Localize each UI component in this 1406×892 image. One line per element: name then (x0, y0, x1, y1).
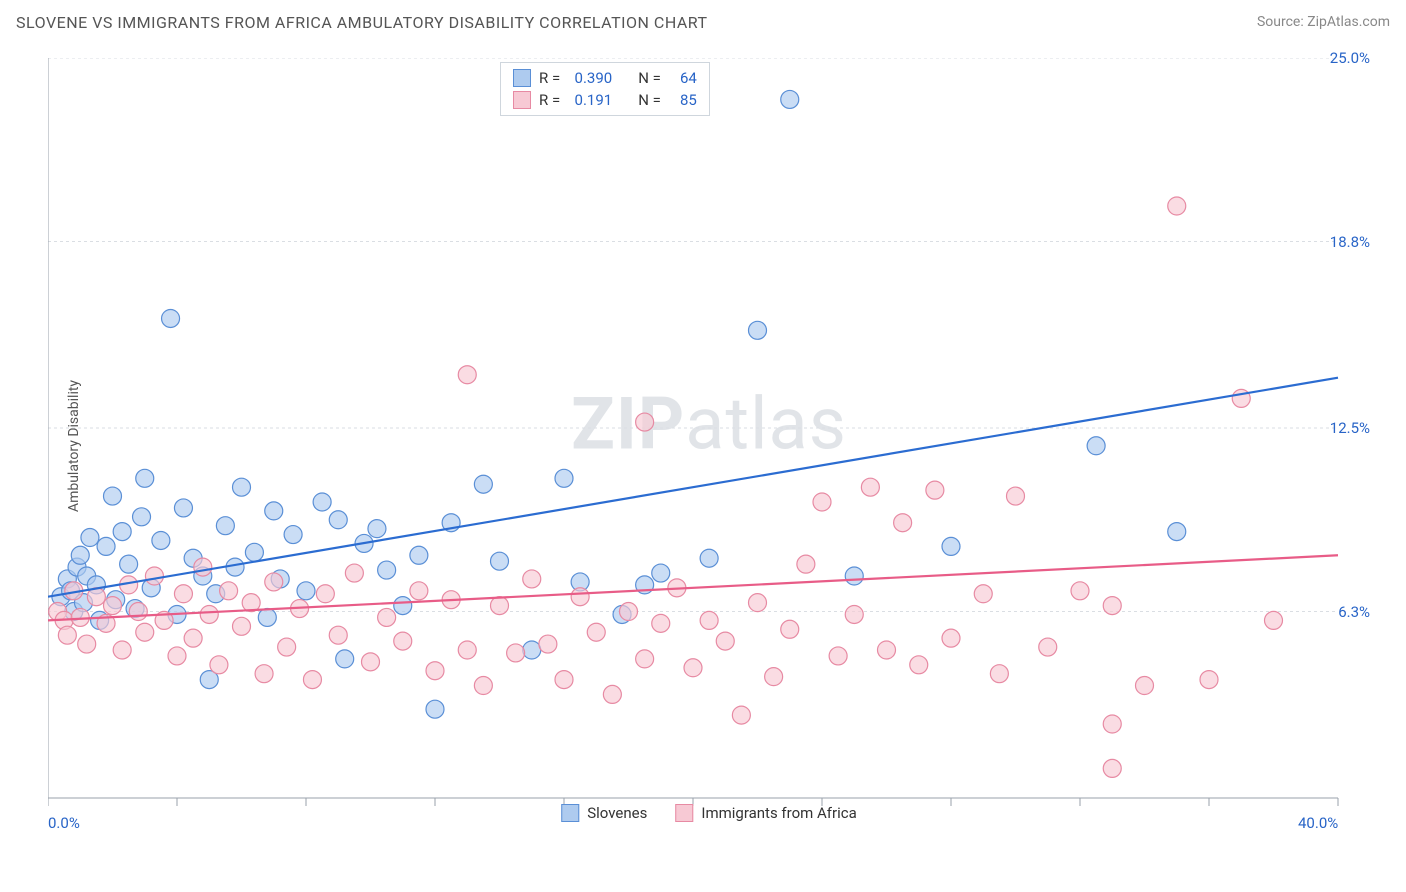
n-value: 64 (669, 67, 697, 89)
legend-swatch (513, 91, 531, 109)
stats-row: R = 0.390 N = 64 (513, 67, 697, 89)
legend-label: Slovenes (587, 804, 647, 822)
chart-title: SLOVENE VS IMMIGRANTS FROM AFRICA AMBULA… (16, 13, 708, 32)
x-axis-label: 40.0% (1298, 814, 1338, 832)
legend-swatch (513, 69, 531, 87)
legend-label: Immigrants from Africa (701, 804, 856, 822)
legend-item: Slovenes (561, 804, 647, 822)
legend-item: Immigrants from Africa (675, 804, 856, 822)
chart-area: ZIPatlas R =0.390N =64R =0.191N =85 Slov… (48, 58, 1370, 820)
x-axis-label: 0.0% (48, 814, 80, 832)
source-label: Source: ZipAtlas.com (1257, 14, 1390, 30)
r-label: R = (539, 67, 560, 89)
y-tick-label: 12.5% (1330, 419, 1370, 437)
n-value: 85 (669, 89, 697, 111)
y-tick-label: 18.8% (1330, 233, 1370, 251)
legend-swatch (675, 804, 693, 822)
y-tick-label: 6.3% (1338, 603, 1370, 621)
scatter-plot (48, 58, 1370, 820)
r-value: 0.191 (568, 89, 612, 111)
series-legend: Slovenes Immigrants from Africa (561, 804, 857, 822)
stats-legend: R = 0.390 N = 64 R = 0.191 N = 85 (500, 62, 710, 116)
n-label: N = (638, 89, 661, 111)
r-value: 0.390 (568, 67, 612, 89)
stats-row: R = 0.191 N = 85 (513, 89, 697, 111)
legend-swatch (561, 804, 579, 822)
n-label: N = (638, 67, 661, 89)
y-tick-label: 25.0% (1330, 49, 1370, 67)
r-label: R = (539, 89, 560, 111)
